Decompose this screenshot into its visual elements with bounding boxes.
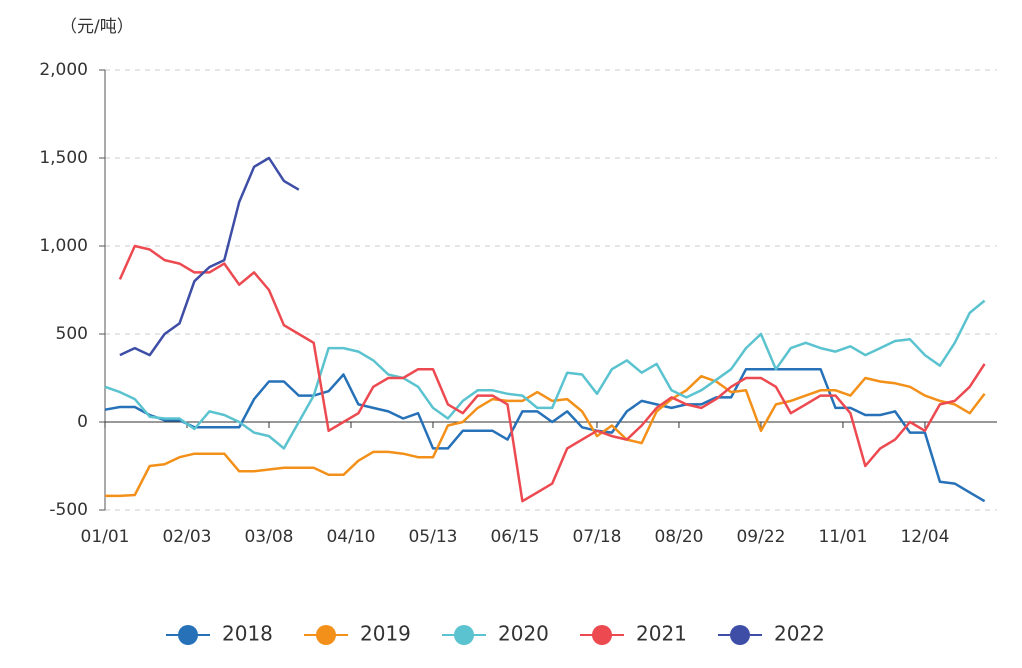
series-line [118,244,986,503]
series-line [104,299,986,450]
legend: 2018 2019 2020 2021 2022 [166,622,825,646]
y-axis-label: （元/吨） [60,17,134,37]
legend-label: 2018 [222,622,273,646]
series-line [105,374,986,498]
legend-label: 2019 [360,622,411,646]
y-tick-label: 500 [56,324,88,344]
y-tick-label: -500 [49,500,88,520]
legend-marker [592,625,612,645]
x-tick-label: 08/20 [654,527,703,547]
series-line [119,156,300,357]
series-line [104,367,986,503]
legend-label: 2020 [498,622,549,646]
y-tick-label: 1,500 [39,148,88,168]
x-tick-label: 12/04 [900,527,949,547]
legend-label: 2022 [774,622,825,646]
legend-marker [178,625,198,645]
x-tick-label: 06/15 [490,527,539,547]
y-tick-label: 2,000 [39,60,88,80]
y-tick-label: 1,000 [39,236,88,256]
x-tick-label: 07/18 [572,527,621,547]
legend-marker [454,625,474,645]
legend-marker [316,625,336,645]
x-tick-label: 11/01 [818,527,867,547]
x-tick-label: 02/03 [162,527,211,547]
legend-marker [730,625,750,645]
x-tick-label: 04/10 [326,527,375,547]
x-tick-label: 03/08 [244,527,293,547]
x-tick-label: 05/13 [408,527,457,547]
x-tick-label: 09/22 [736,527,785,547]
legend-label: 2021 [636,622,687,646]
y-tick-label: 0 [77,412,88,432]
x-tick-label: 01/01 [81,527,130,547]
